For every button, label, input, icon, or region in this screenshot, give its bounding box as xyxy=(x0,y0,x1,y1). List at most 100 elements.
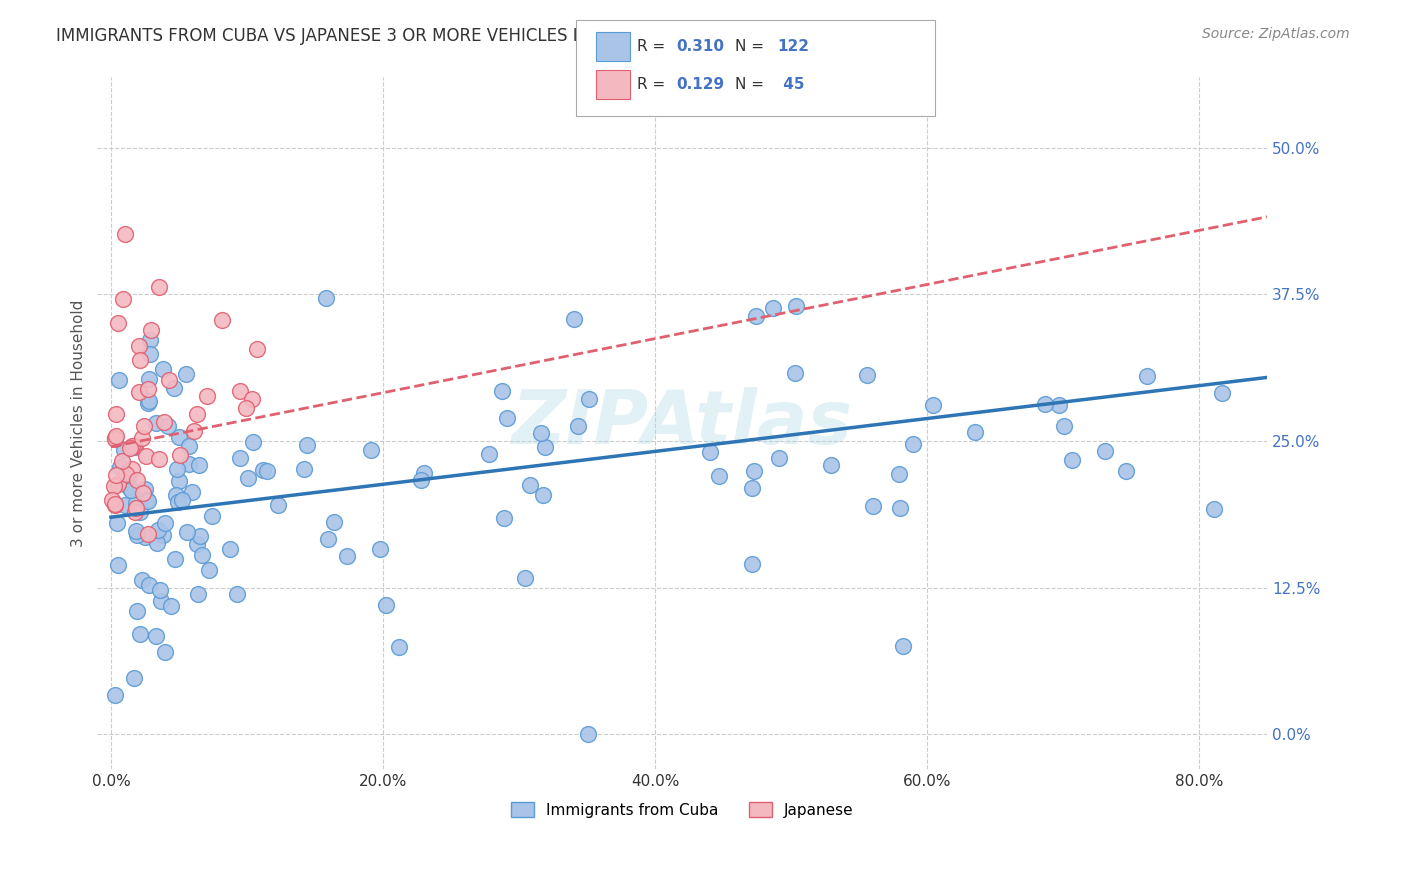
Text: N =: N = xyxy=(735,78,769,92)
Point xyxy=(152,527,174,541)
Point xyxy=(128,339,150,353)
Point xyxy=(108,373,131,387)
Point xyxy=(242,434,264,449)
Point xyxy=(360,443,382,458)
Point xyxy=(235,401,257,416)
Point xyxy=(120,441,142,455)
Point xyxy=(413,466,436,480)
Point xyxy=(567,419,589,434)
Point xyxy=(128,385,150,400)
Point xyxy=(120,483,142,497)
Text: R =: R = xyxy=(637,39,671,54)
Point xyxy=(745,310,768,324)
Point xyxy=(128,627,150,641)
Point xyxy=(101,492,124,507)
Text: ZIPAtlas: ZIPAtlas xyxy=(512,387,853,460)
Point xyxy=(174,367,197,381)
Point xyxy=(167,474,190,488)
Point xyxy=(531,488,554,502)
Point xyxy=(179,457,201,471)
Point xyxy=(134,419,156,434)
Point xyxy=(785,299,807,313)
Point xyxy=(219,542,242,557)
Point xyxy=(183,425,205,439)
Point xyxy=(149,594,172,608)
Point xyxy=(169,430,191,444)
Point xyxy=(114,498,136,512)
Point xyxy=(699,445,721,459)
Point xyxy=(576,727,599,741)
Point xyxy=(578,392,600,406)
Point xyxy=(292,462,315,476)
Point xyxy=(121,461,143,475)
Point xyxy=(107,477,129,491)
Point xyxy=(141,322,163,336)
Point xyxy=(388,640,411,655)
Point xyxy=(148,280,170,294)
Point xyxy=(211,312,233,326)
Point xyxy=(104,688,127,702)
Point xyxy=(963,425,986,439)
Point xyxy=(111,454,134,468)
Point xyxy=(148,583,170,598)
Point xyxy=(191,548,214,562)
Point xyxy=(132,485,155,500)
Point xyxy=(157,373,180,387)
Point xyxy=(121,439,143,453)
Point xyxy=(134,482,156,496)
Point xyxy=(195,389,218,403)
Point xyxy=(127,604,149,618)
Point xyxy=(153,516,176,531)
Point xyxy=(496,411,519,425)
Point xyxy=(256,464,278,478)
Point xyxy=(166,462,188,476)
Point xyxy=(741,557,763,571)
Point xyxy=(122,439,145,453)
Point xyxy=(138,578,160,592)
Point xyxy=(103,478,125,492)
Point xyxy=(229,384,252,398)
Point xyxy=(104,499,127,513)
Point xyxy=(107,316,129,330)
Point xyxy=(128,505,150,519)
Point xyxy=(165,487,187,501)
Point xyxy=(166,495,188,509)
Point xyxy=(105,516,128,530)
Point xyxy=(105,468,128,483)
Text: 45: 45 xyxy=(778,78,804,92)
Point xyxy=(117,470,139,484)
Point xyxy=(135,449,157,463)
Point xyxy=(188,529,211,543)
Point xyxy=(181,484,204,499)
Point xyxy=(131,573,153,587)
Point xyxy=(160,599,183,614)
Point xyxy=(903,437,925,451)
Point xyxy=(111,292,134,306)
Point xyxy=(922,399,945,413)
Point xyxy=(155,645,177,659)
Point xyxy=(165,552,187,566)
Point xyxy=(125,473,148,487)
Point xyxy=(478,447,501,461)
Point xyxy=(128,353,150,368)
Text: IMMIGRANTS FROM CUBA VS JAPANESE 3 OR MORE VEHICLES IN HOUSEHOLD CORRELATION CHA: IMMIGRANTS FROM CUBA VS JAPANESE 3 OR MO… xyxy=(56,27,887,45)
Point xyxy=(240,392,263,406)
Point xyxy=(138,396,160,410)
Point xyxy=(117,480,139,494)
Point xyxy=(138,372,160,386)
Point xyxy=(138,527,160,541)
Point xyxy=(108,460,131,475)
Point xyxy=(323,515,346,529)
Text: R =: R = xyxy=(637,78,671,92)
Point xyxy=(125,496,148,510)
Point xyxy=(157,419,180,434)
Point xyxy=(533,440,555,454)
Point xyxy=(513,571,536,585)
Point xyxy=(125,528,148,542)
Point xyxy=(152,362,174,376)
Text: Source: ZipAtlas.com: Source: ZipAtlas.com xyxy=(1202,27,1350,41)
Point xyxy=(297,437,319,451)
Point xyxy=(225,587,247,601)
Text: 0.129: 0.129 xyxy=(676,78,724,92)
Point xyxy=(820,458,842,472)
